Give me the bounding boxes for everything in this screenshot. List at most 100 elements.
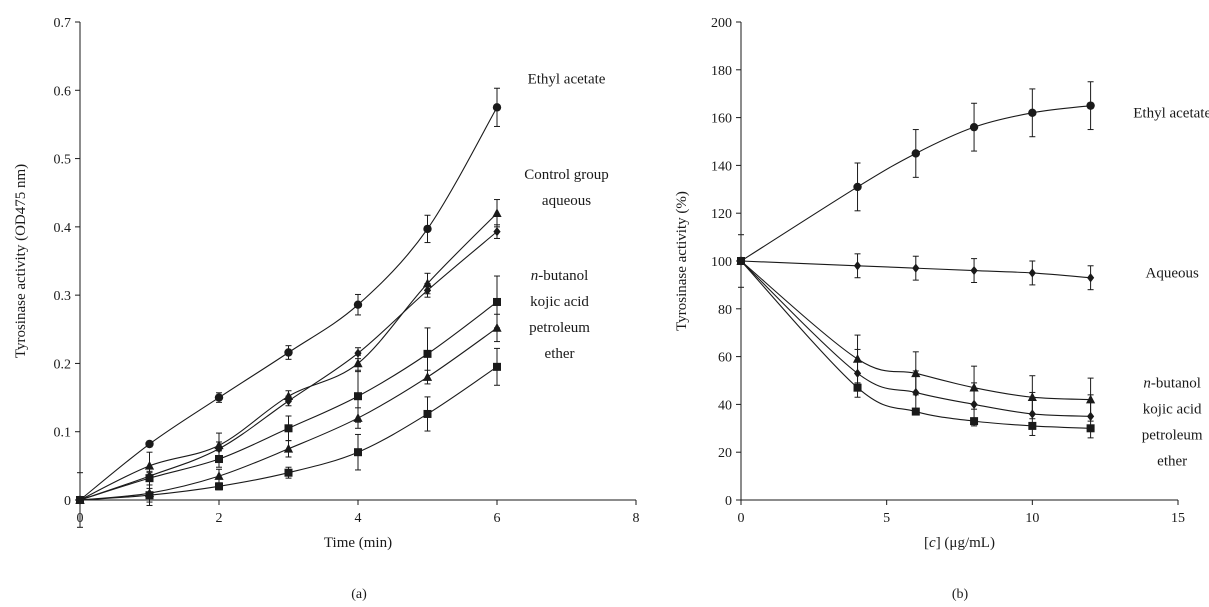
- x-tick-label: 15: [1171, 511, 1185, 526]
- data-point-triangle: [422, 278, 433, 288]
- data-point-diamond: [423, 285, 432, 295]
- panel-label: (b): [952, 587, 969, 602]
- series-3: [76, 224, 501, 505]
- y-tick-label: 20: [718, 446, 732, 461]
- y-tick-label: 0: [64, 494, 71, 509]
- series-1: [75, 87, 502, 528]
- y-tick-label: 60: [718, 351, 732, 366]
- series-line: [79, 231, 498, 501]
- chart-panel-a: 00.10.20.30.40.50.60.702468Time (min)Tyr…: [13, 16, 640, 602]
- y-tick-label: 0.3: [54, 289, 72, 304]
- y-tick-label: 140: [711, 159, 732, 174]
- series-2: [737, 253, 1095, 291]
- data-point-square: [1086, 424, 1095, 433]
- data-point-circle: [284, 348, 293, 357]
- data-point-square: [145, 491, 154, 500]
- data-point-square: [911, 407, 920, 416]
- data-point-square: [215, 455, 223, 464]
- data-point-circle: [492, 103, 502, 112]
- data-point-circle: [969, 122, 979, 132]
- series-annotation-2: Aqueous: [1146, 266, 1199, 282]
- data-point-circle: [145, 439, 154, 449]
- series-annotation-1: Ethyl acetate: [1133, 106, 1209, 122]
- series-6: [76, 347, 501, 504]
- y-tick-label: 0.4: [54, 221, 72, 236]
- data-point-triangle: [214, 471, 224, 480]
- data-point-square: [493, 297, 501, 306]
- data-point-triangle: [492, 322, 502, 332]
- data-point-square: [145, 474, 154, 483]
- data-point-triangle: [283, 443, 294, 453]
- data-point-circle: [214, 393, 224, 402]
- x-tick-label: 0: [738, 511, 745, 526]
- data-point-diamond: [970, 265, 978, 276]
- series-annotation-2: Control group aqueous: [524, 167, 609, 209]
- panel-label: (a): [351, 587, 367, 602]
- data-point-triangle: [492, 208, 502, 217]
- data-point-square: [1028, 421, 1037, 430]
- data-point-triangle: [353, 413, 363, 422]
- data-point-circle: [1028, 108, 1037, 118]
- y-axis-label: Tyrosinase activity (OD475 nm): [13, 164, 29, 358]
- data-point-diamond: [284, 396, 293, 406]
- data-point-diamond: [912, 387, 920, 398]
- x-tick-label: 6: [494, 511, 501, 526]
- x-tick-label: 8: [633, 511, 640, 526]
- series-1: [736, 81, 1095, 288]
- y-tick-label: 0.5: [54, 153, 72, 168]
- y-tick-label: 40: [718, 398, 732, 413]
- data-point-square: [423, 349, 432, 358]
- data-point-circle: [1086, 101, 1095, 110]
- data-point-square: [423, 409, 432, 418]
- y-tick-label: 160: [711, 112, 732, 127]
- data-point-square: [215, 482, 223, 491]
- y-tick-label: 0: [725, 494, 732, 509]
- series-annotation-1: Ethyl acetate: [528, 71, 606, 87]
- series-5: [737, 257, 1095, 433]
- y-axis-label: Tyrosinase activity (%): [674, 191, 690, 331]
- data-point-square: [354, 392, 362, 401]
- data-point-square: [493, 362, 501, 371]
- data-point-diamond: [970, 399, 978, 409]
- data-point-diamond: [1087, 411, 1095, 421]
- x-tick-label: 5: [883, 511, 890, 526]
- data-point-square: [284, 424, 293, 433]
- y-tick-label: 0.6: [54, 84, 72, 99]
- y-tick-label: 0.7: [54, 16, 72, 31]
- series-line: [740, 105, 1091, 262]
- data-point-square: [284, 468, 293, 477]
- data-point-circle: [853, 182, 862, 192]
- data-point-diamond: [1028, 409, 1036, 419]
- y-tick-label: 80: [718, 303, 732, 318]
- data-point-square: [76, 496, 84, 504]
- data-point-diamond: [1087, 273, 1095, 283]
- data-point-diamond: [354, 348, 362, 358]
- data-point-diamond: [1028, 268, 1036, 278]
- chart-panel-b: 0 20 40 60 80 100 120 140 160 180 200 0 5 10 15 [c] (μg…: [674, 16, 1209, 602]
- x-axis-label: [c] (μg/mL): [924, 535, 995, 551]
- y-tick-label: 120: [711, 207, 732, 222]
- data-point-circle: [353, 300, 363, 309]
- data-point-diamond: [493, 227, 501, 237]
- data-point-square: [853, 383, 862, 392]
- x-tick-label: 10: [1025, 511, 1039, 526]
- data-point-square: [737, 257, 745, 265]
- data-point-square: [354, 448, 362, 457]
- y-tick-label: 200: [711, 16, 732, 31]
- y-tick-label: 0.2: [54, 357, 72, 372]
- data-point-square: [970, 417, 979, 426]
- data-point-triangle: [144, 460, 155, 470]
- series-4: [76, 275, 501, 504]
- x-tick-label: 4: [355, 511, 362, 526]
- data-point-triangle: [422, 372, 433, 381]
- data-point-circle: [423, 224, 432, 234]
- data-point-triangle: [353, 358, 363, 368]
- y-tick-label: 100: [711, 255, 732, 270]
- y-tick-label: 180: [711, 64, 732, 79]
- data-point-circle: [911, 149, 920, 158]
- data-point-diamond: [853, 368, 862, 378]
- x-axis-label: Time (min): [324, 535, 392, 551]
- series-annotation-3: n-butanol kojic acid petroleum ether: [529, 268, 590, 362]
- x-tick-label: 2: [216, 511, 223, 526]
